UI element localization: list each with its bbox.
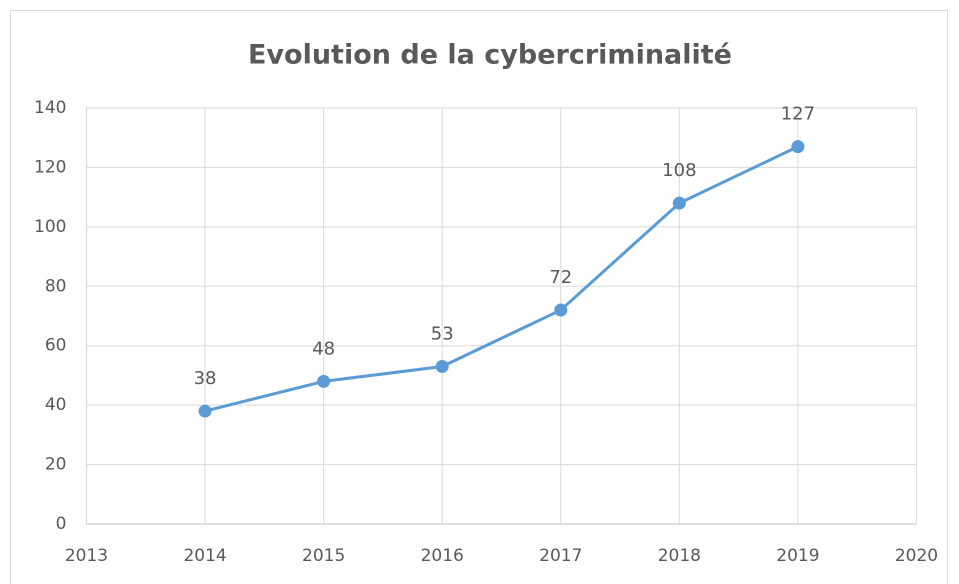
x-tick-label: 2020 — [895, 546, 938, 566]
point — [554, 303, 568, 317]
point — [317, 374, 331, 388]
point — [791, 140, 805, 154]
x-tick-label: 2019 — [776, 546, 819, 566]
data-label: 108 — [662, 160, 696, 181]
y-tick-label: 40 — [45, 395, 67, 415]
chart-title: Evolution de la cybercriminalité — [248, 40, 732, 71]
point — [672, 196, 686, 210]
data-label: 127 — [781, 104, 815, 125]
y-tick-label: 0 — [56, 514, 67, 534]
chart-border — [10, 10, 948, 584]
data-label: 72 — [549, 267, 572, 288]
data-label: 48 — [312, 338, 335, 359]
x-tick-label: 2016 — [421, 546, 464, 566]
x-tick-label: 2013 — [65, 546, 108, 566]
data-label: 38 — [194, 368, 217, 389]
point — [198, 404, 212, 418]
y-tick-label: 20 — [45, 455, 67, 475]
x-tick-label: 2017 — [539, 546, 582, 566]
y-tick-label: 80 — [45, 276, 67, 296]
y-tick-label: 100 — [34, 217, 66, 237]
point — [435, 360, 449, 374]
x-tick-label: 2015 — [302, 546, 345, 566]
x-tick-label: 2018 — [658, 546, 701, 566]
y-tick-label: 140 — [34, 98, 66, 118]
y-tick-label: 60 — [45, 336, 67, 356]
y-tick-label: 120 — [34, 157, 66, 177]
data-label: 53 — [431, 324, 454, 345]
line — [204, 145, 799, 413]
x-tick-label: 2014 — [183, 546, 226, 566]
